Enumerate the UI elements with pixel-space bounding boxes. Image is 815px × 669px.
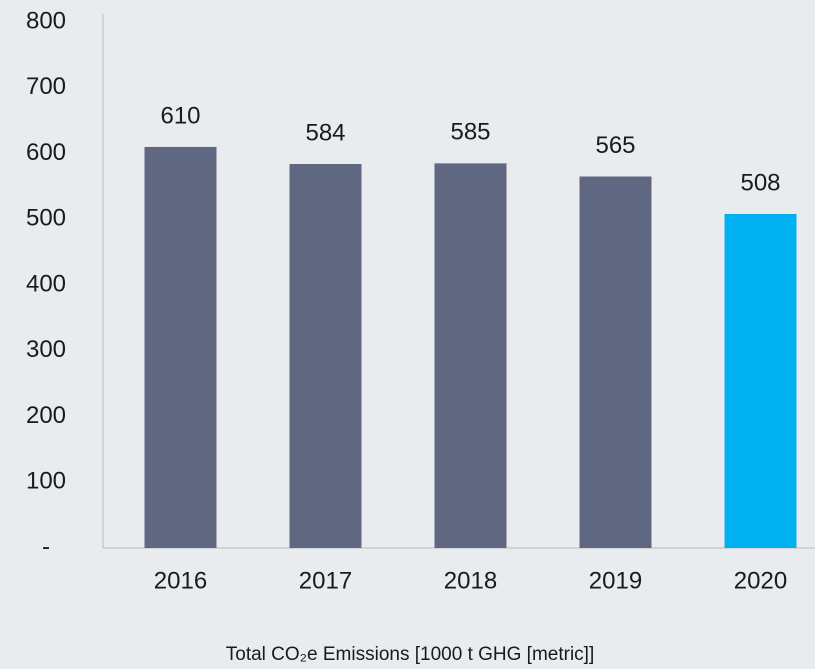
y-tick-label: 300	[26, 336, 66, 363]
data-label: 610	[160, 102, 200, 129]
y-tick-label: 500	[26, 205, 66, 232]
data-label: 585	[450, 119, 490, 146]
y-tick-label: -	[42, 533, 50, 560]
x-tick-label: 2018	[444, 567, 497, 594]
bar	[144, 146, 217, 549]
bar	[724, 213, 797, 549]
x-tick-label: 2020	[734, 567, 787, 594]
y-tick-label: 400	[26, 270, 66, 297]
data-label: 584	[305, 119, 345, 146]
y-tick-label: 100	[26, 468, 66, 495]
y-tick-label: 200	[26, 402, 66, 429]
data-label: 565	[595, 132, 635, 159]
bar	[289, 164, 362, 548]
data-label: 508	[740, 169, 780, 196]
y-tick-label: 800	[26, 7, 66, 34]
bar	[579, 176, 652, 548]
x-axis-label: Total CO₂e Emissions [1000 t GHG [metric…	[226, 644, 595, 665]
y-tick-label: 600	[26, 139, 66, 166]
x-tick-label: 2019	[589, 567, 642, 594]
bar	[434, 163, 507, 549]
y-tick-label: 700	[26, 73, 66, 100]
x-tick-label: 2017	[299, 567, 352, 594]
x-tick-label: 2016	[154, 567, 207, 594]
